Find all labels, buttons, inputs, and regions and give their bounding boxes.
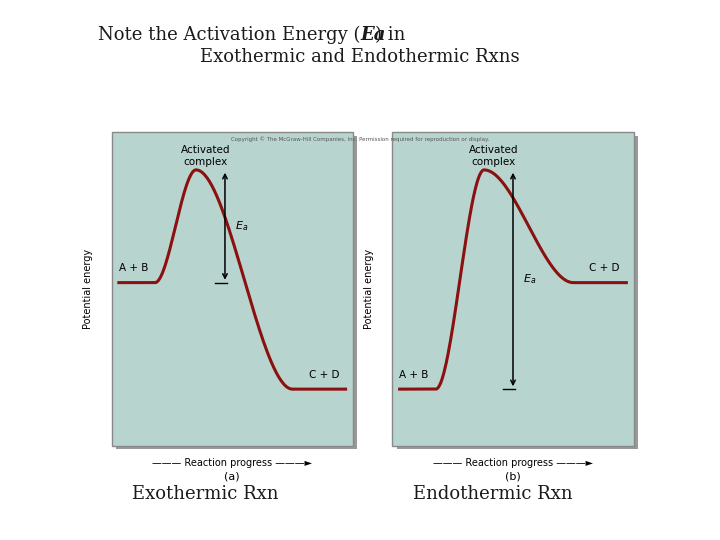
Text: Potential energy: Potential energy <box>364 249 374 329</box>
Text: A + B: A + B <box>119 263 148 273</box>
Text: $E_a$: $E_a$ <box>523 273 536 286</box>
Text: A + B: A + B <box>400 370 429 380</box>
Text: (b): (b) <box>505 472 521 482</box>
Text: Exothermic and Endothermic Rxns: Exothermic and Endothermic Rxns <box>200 48 520 66</box>
Text: Exothermic Rxn: Exothermic Rxn <box>132 485 279 503</box>
Text: ——— Reaction progress ———►: ——— Reaction progress ———► <box>152 458 312 468</box>
Text: ) in: ) in <box>375 26 405 44</box>
Text: (a): (a) <box>225 472 240 482</box>
Text: C + D: C + D <box>309 370 339 380</box>
Text: Potential energy: Potential energy <box>84 249 93 329</box>
Text: Note the Activation Energy (: Note the Activation Energy ( <box>97 26 360 44</box>
Text: ——— Reaction progress ———►: ——— Reaction progress ———► <box>433 458 593 468</box>
Text: Endothermic Rxn: Endothermic Rxn <box>413 485 573 503</box>
Text: Activated
complex: Activated complex <box>181 145 230 167</box>
Text: Activated
complex: Activated complex <box>469 145 518 167</box>
Text: Copyright © The McGraw-Hill Companies, Inc. Permission required for reproduction: Copyright © The McGraw-Hill Companies, I… <box>231 136 489 141</box>
Text: C + D: C + D <box>590 263 620 273</box>
Text: $E_a$: $E_a$ <box>235 219 248 233</box>
Text: Ea: Ea <box>360 26 385 44</box>
